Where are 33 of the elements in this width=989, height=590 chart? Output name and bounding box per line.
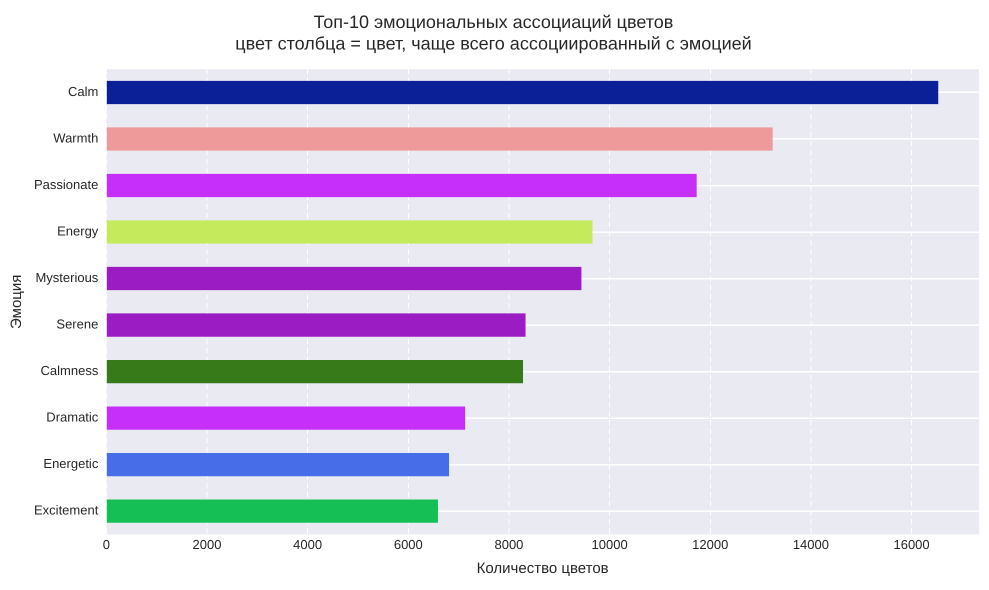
chart-subtitle: цвет столбца = цвет, чаще всего ассоциированный с эмоцией [235, 33, 752, 54]
x-tick-label: 2000 [192, 536, 222, 552]
y-tick-label: Energy [57, 224, 99, 239]
y-tick-label: Dramatic [46, 410, 99, 425]
y-axis-title: Эмоция [8, 274, 26, 329]
bar [106, 174, 697, 198]
bar [106, 313, 526, 337]
bar [106, 406, 466, 430]
y-tick-label: Warmth [53, 130, 98, 146]
x-tick-label: 8000 [494, 536, 524, 552]
x-tick-label: 14000 [792, 536, 829, 552]
chart-title: Топ-10 эмоциональных ассоциаций цветов [314, 12, 674, 32]
x-tick-label: 10000 [592, 536, 628, 552]
bar [106, 360, 524, 384]
y-tick-label: Energetic [43, 456, 99, 472]
y-tick-label: Calm [68, 84, 98, 100]
x-axis-title: Количество цветов [476, 560, 609, 578]
bar [106, 452, 450, 476]
x-tick-label: 6000 [394, 536, 423, 552]
x-tick-label: 16000 [893, 536, 930, 552]
bar [106, 266, 582, 290]
bar [106, 500, 438, 523]
x-tick-label: 4000 [293, 536, 322, 552]
y-tick-label: Serene [56, 316, 98, 332]
y-tick-label: Calmness [40, 363, 99, 378]
x-tick-label: 0 [102, 536, 110, 552]
x-tick-label: 12000 [692, 536, 728, 552]
bar [106, 220, 592, 244]
y-tick-label: Passionate [34, 177, 98, 192]
bar [106, 80, 938, 104]
y-tick-label: Excitement [34, 502, 99, 518]
y-tick-label: Mysterious [35, 270, 99, 286]
bar [106, 127, 773, 151]
